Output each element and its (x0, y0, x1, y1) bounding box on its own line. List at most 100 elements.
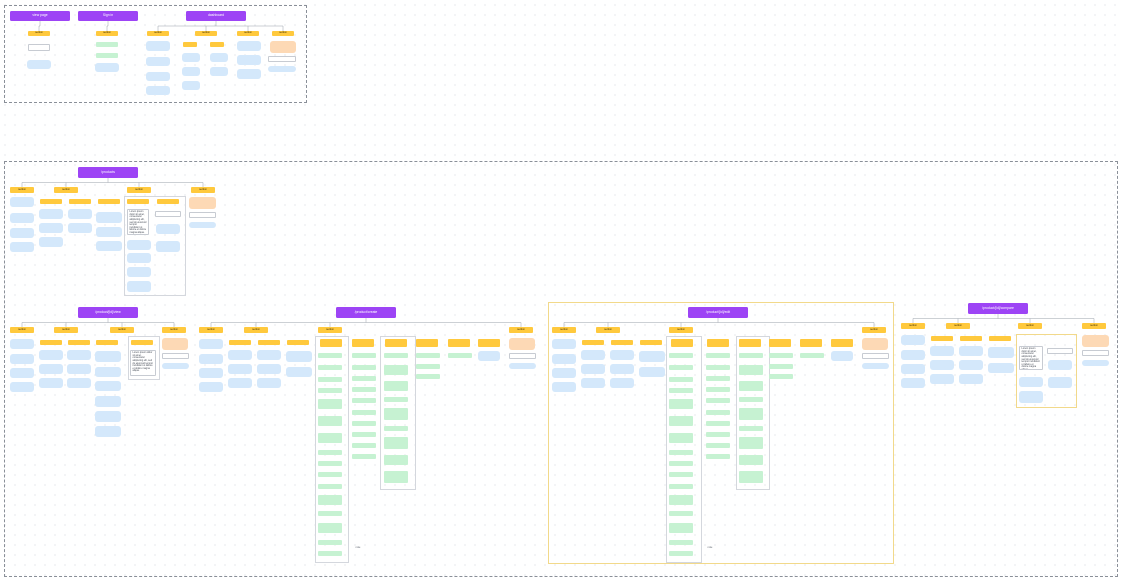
section-node[interactable]: section (862, 327, 886, 333)
section-node[interactable] (385, 339, 407, 347)
field-node[interactable] (318, 484, 342, 489)
content-node[interactable] (156, 224, 180, 234)
content-node[interactable] (581, 350, 605, 360)
content-node[interactable] (10, 242, 34, 252)
field-node[interactable] (352, 353, 376, 358)
section-node[interactable] (960, 336, 982, 341)
section-node[interactable]: section (272, 31, 294, 36)
content-node[interactable] (96, 212, 122, 223)
field-node[interactable] (706, 454, 730, 459)
field-node[interactable] (706, 376, 730, 381)
field-node[interactable] (352, 398, 376, 403)
field-node[interactable] (96, 53, 118, 58)
field-node[interactable] (669, 511, 693, 516)
section-node[interactable] (40, 340, 62, 345)
content-node[interactable] (127, 267, 151, 277)
section-node[interactable]: section (1082, 323, 1106, 329)
content-node[interactable] (127, 240, 151, 250)
field-node[interactable] (669, 450, 693, 455)
section-node[interactable]: section (1018, 323, 1042, 329)
content-node[interactable] (257, 350, 281, 360)
content-node[interactable] (286, 367, 312, 377)
section-node[interactable] (448, 339, 470, 347)
content-node[interactable] (901, 350, 925, 360)
field-node[interactable] (669, 353, 693, 358)
content-node[interactable] (199, 339, 223, 349)
field-node[interactable] (384, 353, 408, 358)
content-node[interactable] (95, 396, 121, 407)
section-node[interactable] (416, 339, 438, 347)
content-node[interactable] (268, 66, 296, 72)
content-node[interactable] (182, 81, 200, 90)
field-node[interactable] (706, 443, 730, 448)
field-node[interactable] (739, 426, 763, 431)
content-node[interactable] (610, 350, 634, 360)
page-dashboard-node[interactable]: dashboard (186, 11, 246, 21)
field-node[interactable] (669, 388, 693, 393)
content-node[interactable] (199, 382, 223, 392)
content-node[interactable] (39, 237, 63, 247)
field-node[interactable] (416, 353, 440, 358)
content-node[interactable] (10, 354, 34, 364)
content-node[interactable] (10, 213, 34, 223)
content-node[interactable] (95, 426, 121, 437)
content-node[interactable] (478, 351, 500, 361)
content-node[interactable] (146, 86, 170, 95)
field-node[interactable] (706, 410, 730, 415)
highlight-node[interactable] (862, 338, 888, 350)
content-node[interactable] (639, 351, 665, 362)
field-node[interactable] (384, 437, 408, 449)
section-node[interactable]: section (10, 327, 34, 333)
content-node[interactable] (552, 368, 576, 378)
page-product-compare-node[interactable]: /product/[id]/compare (968, 303, 1028, 314)
content-node[interactable] (189, 222, 216, 228)
section-node[interactable]: section (244, 327, 268, 333)
content-node[interactable] (210, 67, 228, 76)
section-node[interactable] (69, 199, 91, 204)
field-node[interactable] (769, 364, 793, 369)
content-node[interactable] (10, 368, 34, 378)
section-node[interactable]: section (10, 187, 34, 193)
section-node[interactable] (40, 199, 62, 204)
field-node[interactable] (739, 365, 763, 375)
content-node[interactable] (95, 367, 121, 377)
section-node[interactable]: section (162, 327, 186, 333)
section-node[interactable] (611, 340, 633, 345)
highlight-node[interactable] (189, 197, 216, 209)
section-node[interactable]: section (110, 327, 134, 333)
section-node[interactable]: section (509, 327, 533, 333)
content-node[interactable] (610, 378, 634, 388)
content-node[interactable] (509, 363, 536, 369)
content-node[interactable] (930, 374, 954, 384)
content-node[interactable] (95, 351, 121, 362)
field-node[interactable] (384, 426, 408, 431)
content-node[interactable] (552, 339, 576, 349)
page-product-view-node[interactable]: /product/[id]/view (78, 307, 138, 318)
content-node[interactable] (95, 63, 119, 72)
content-node[interactable] (831, 351, 853, 361)
section-node[interactable]: section (552, 327, 576, 333)
page-view-node[interactable]: view page (10, 11, 70, 21)
field-node[interactable] (706, 387, 730, 392)
field-node[interactable] (352, 365, 376, 370)
field-node[interactable] (318, 388, 342, 393)
field-node[interactable] (318, 523, 342, 533)
field-node[interactable] (352, 432, 376, 437)
field-node[interactable] (352, 410, 376, 415)
content-node[interactable] (146, 72, 170, 81)
content-node[interactable] (1048, 377, 1072, 388)
section-node[interactable] (98, 199, 120, 204)
content-node[interactable] (39, 378, 63, 388)
field-node[interactable] (739, 437, 763, 449)
field-node[interactable] (318, 461, 342, 466)
content-node[interactable] (199, 368, 223, 378)
section-node[interactable] (210, 42, 224, 47)
page-products-node[interactable]: /products (78, 167, 138, 178)
highlight-node[interactable] (270, 41, 296, 53)
content-node[interactable] (237, 69, 261, 79)
section-node[interactable]: section (237, 31, 259, 36)
field-node[interactable] (384, 365, 408, 375)
section-node[interactable] (931, 336, 953, 341)
content-node[interactable] (39, 364, 63, 374)
content-node[interactable] (210, 53, 228, 62)
